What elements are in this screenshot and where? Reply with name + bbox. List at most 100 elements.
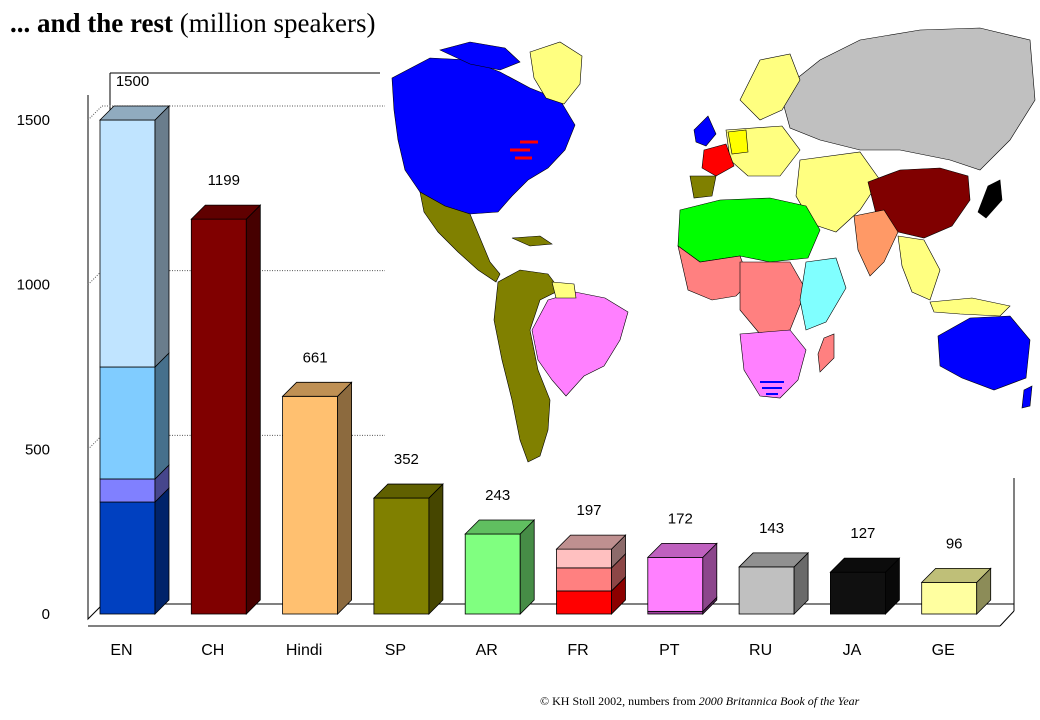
bar-top xyxy=(464,519,536,535)
map-southern-africa xyxy=(739,329,807,399)
value-label-fr: 197 xyxy=(576,502,601,519)
category-label-en: EN xyxy=(110,642,132,659)
map-new-zealand xyxy=(1021,385,1033,409)
map-east-africa xyxy=(799,257,847,331)
value-label-sp: 352 xyxy=(394,451,419,468)
bar-segment-front xyxy=(556,567,612,592)
bar-top xyxy=(555,534,627,550)
bar-segment-side xyxy=(337,381,353,615)
map-middle-east xyxy=(795,151,881,233)
bar-sp xyxy=(372,483,444,615)
category-labels: EN CH Hindi SP AR FR PT RU JA GE xyxy=(110,642,954,659)
map-se-asia xyxy=(897,235,941,301)
value-labels: 1500 1199 661 352 243 197 172 143 127 96 xyxy=(116,73,963,552)
bar-top xyxy=(738,552,810,568)
bar-segment-front xyxy=(647,556,704,612)
y-tick-label: 1000 xyxy=(17,277,50,294)
category-label-ar: AR xyxy=(476,642,498,659)
y-tick-label: 1500 xyxy=(17,112,50,129)
world-map-icon xyxy=(391,27,1036,463)
category-label-ch: CH xyxy=(201,642,224,659)
bar-top xyxy=(190,204,262,220)
category-label-pt: PT xyxy=(659,642,680,659)
y-tick-label: 500 xyxy=(25,441,50,458)
map-north-america xyxy=(391,57,576,215)
bar-hindi xyxy=(281,381,353,615)
map-australia xyxy=(937,315,1031,391)
value-label-ar: 243 xyxy=(485,487,510,504)
category-label-ja: JA xyxy=(843,642,862,659)
map-scandinavia xyxy=(739,53,801,121)
bar-series xyxy=(99,105,992,615)
bar-segment-front xyxy=(99,119,156,368)
bar-segment-front xyxy=(99,366,156,480)
floor-right-edge xyxy=(999,610,1015,627)
category-label-ru: RU xyxy=(749,642,772,659)
value-label-pt: 172 xyxy=(668,510,693,527)
bar-segment-side xyxy=(245,204,261,615)
bar-segment-front xyxy=(373,497,430,615)
map-south-africa-marks xyxy=(760,381,784,395)
source-credit-prefix: © KH Stoll 2002, numbers from xyxy=(540,694,696,708)
gridline-side xyxy=(87,434,103,450)
gridline-side xyxy=(87,105,103,121)
value-label-hindi: 661 xyxy=(303,349,328,366)
map-caribbean xyxy=(511,235,553,247)
bar-segment-side xyxy=(154,487,170,615)
value-label-ru: 143 xyxy=(759,520,784,537)
map-india xyxy=(853,209,899,277)
map-north-africa xyxy=(677,197,821,263)
bar-ch xyxy=(190,204,262,615)
value-label-ge: 96 xyxy=(946,535,963,552)
map-indonesia xyxy=(929,297,1011,317)
bar-segment-front xyxy=(99,501,156,615)
category-label-sp: SP xyxy=(385,642,406,659)
map-central-africa xyxy=(739,261,807,335)
bar-top xyxy=(99,105,170,121)
bar-segment-front xyxy=(282,395,339,615)
bar-segment-side xyxy=(519,519,535,615)
y-axis-tick-labels: 0 500 1000 1500 xyxy=(17,112,50,623)
bar-ru xyxy=(738,551,810,615)
map-madagascar xyxy=(817,333,835,373)
category-label-ge: GE xyxy=(932,642,955,659)
bar-segment-front xyxy=(738,566,795,615)
bar-top xyxy=(920,567,992,583)
bar-segment-side xyxy=(154,352,170,480)
bar-segment-front xyxy=(556,590,612,615)
bar-ge xyxy=(920,567,992,615)
bar-segment-front xyxy=(921,581,978,615)
bar-top xyxy=(281,381,353,397)
gridline-side xyxy=(87,270,103,286)
map-guianas xyxy=(551,281,577,299)
bar-fr xyxy=(555,534,627,615)
map-uk xyxy=(693,115,717,147)
bar-pt xyxy=(646,542,718,615)
chart-title-unit: (million speakers) xyxy=(179,8,376,38)
bar-ar xyxy=(464,519,536,615)
map-germany xyxy=(727,129,749,155)
bar-top xyxy=(372,483,444,499)
map-france xyxy=(701,143,735,177)
bar-segment-front xyxy=(556,548,612,569)
bar-segment-front xyxy=(830,571,886,615)
category-label-hindi: Hindi xyxy=(286,642,322,659)
map-central-america xyxy=(419,191,501,283)
value-label-en: 1500 xyxy=(116,73,149,90)
bar-segment-front xyxy=(190,218,247,615)
bar-en xyxy=(99,105,170,615)
bar-top xyxy=(646,542,718,558)
bar-segment-front xyxy=(464,533,521,615)
chart-title-bold: ... and the rest xyxy=(10,8,174,38)
bar-ja xyxy=(829,557,901,615)
bar-segment-side xyxy=(154,105,170,368)
y-tick-label: 0 xyxy=(42,606,50,623)
bar-top xyxy=(829,557,901,573)
map-iberia xyxy=(689,175,717,199)
source-credit-book: 2000 Britannica Book of the Year xyxy=(698,694,860,708)
value-label-ch: 1199 xyxy=(208,172,240,189)
source-credit: © KH Stoll 2002, numbers from 2000 Brita… xyxy=(540,694,859,709)
bar-segment-side xyxy=(428,483,444,615)
map-russia xyxy=(779,27,1036,171)
